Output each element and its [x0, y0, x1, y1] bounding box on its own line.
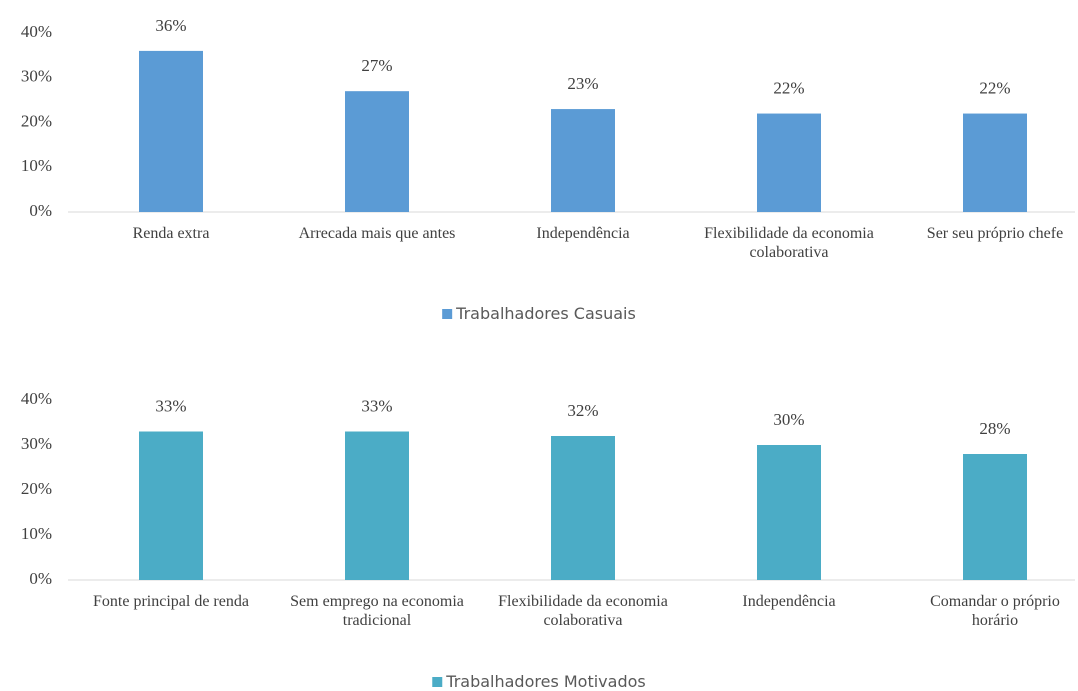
bar [757, 113, 821, 212]
data-label: 23% [567, 74, 598, 93]
legend-item: Trabalhadores Motivados [432, 672, 646, 691]
legend-label: Trabalhadores Motivados [446, 672, 646, 691]
bar [963, 454, 1027, 580]
bar [139, 431, 203, 580]
data-label: 30% [773, 410, 804, 429]
y-tick-label: 30% [21, 434, 52, 453]
data-label: 33% [155, 396, 186, 415]
bar [963, 113, 1027, 212]
y-tick-label: 10% [21, 156, 52, 175]
bar [345, 431, 409, 580]
x-tick-label: Sem emprego na economia tradicional [290, 593, 464, 629]
legend-label: Trabalhadores Casuais [456, 304, 636, 323]
y-tick-label: 40% [21, 389, 52, 408]
x-tick-label: Arrecada mais que antes [298, 225, 456, 242]
y-tick-label: 20% [21, 111, 52, 130]
bar [757, 445, 821, 580]
x-tick-label: Renda extra [132, 225, 210, 242]
x-tick-label: Ser seu próprio chefe [926, 225, 1064, 242]
data-label: 32% [567, 401, 598, 420]
x-tick-label: Comandar o próprio horário [930, 593, 1060, 629]
legend-swatch [442, 308, 453, 319]
data-label: 33% [361, 396, 392, 415]
y-tick-label: 0% [29, 569, 52, 588]
bar [551, 109, 615, 212]
data-label: 36% [155, 16, 186, 35]
bar [345, 91, 409, 212]
legend-item: Trabalhadores Casuais [442, 304, 636, 323]
x-tick-label: Fonte principal de renda [93, 593, 249, 610]
legend-swatch [432, 676, 443, 687]
data-label: 22% [979, 78, 1010, 97]
x-tick-label: Independência [536, 225, 630, 242]
y-tick-label: 30% [21, 67, 52, 86]
data-label: 27% [361, 56, 392, 75]
data-label: 22% [773, 78, 804, 97]
data-label: 28% [979, 419, 1010, 438]
y-tick-label: 0% [29, 201, 52, 220]
y-tick-label: 20% [21, 479, 52, 498]
x-tick-label: Flexibilidade da economia colaborativa [498, 593, 668, 629]
x-tick-label: Flexibilidade da economia colaborativa [704, 225, 874, 261]
y-tick-label: 10% [21, 524, 52, 543]
x-tick-label: Independência [742, 593, 836, 610]
bar [139, 50, 203, 213]
bar [551, 436, 615, 580]
y-tick-label: 40% [21, 22, 52, 41]
